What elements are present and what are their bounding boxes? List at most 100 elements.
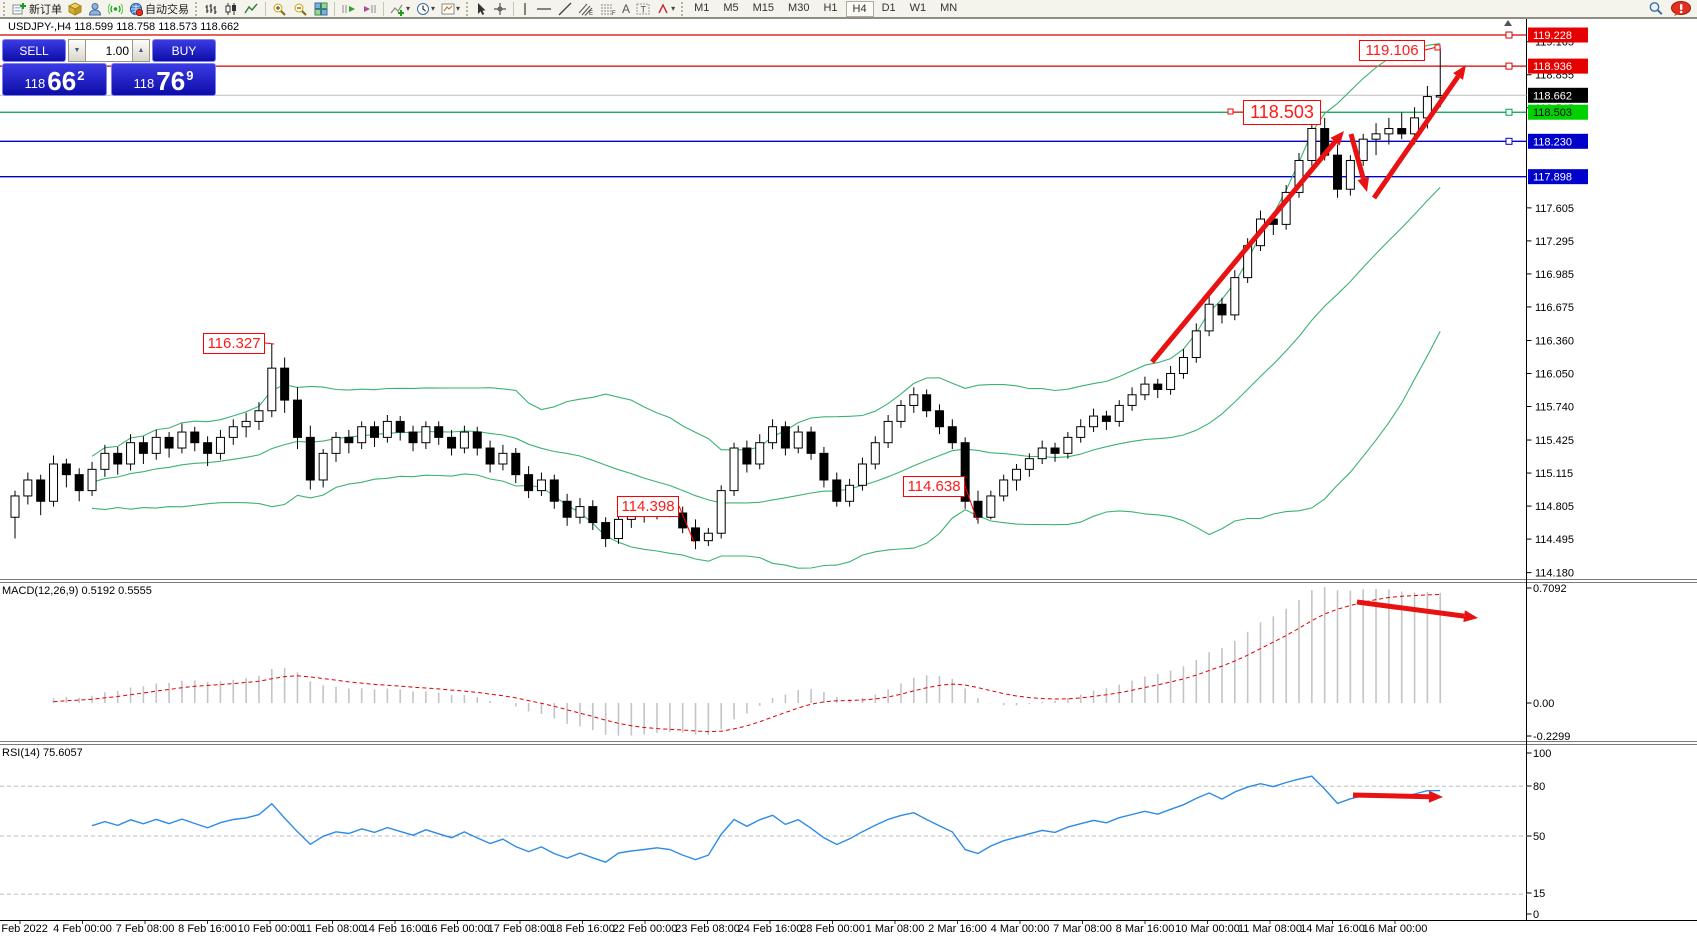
svg-text:117.295: 117.295	[1535, 236, 1574, 248]
templates-icon[interactable]: ▾	[439, 1, 462, 17]
bollinger-bands	[91, 43, 1441, 569]
arrows-caret: ▾	[671, 4, 676, 13]
buy-price-sup: 9	[186, 68, 194, 83]
sell-price-base: 118	[24, 76, 46, 91]
svg-text:F: F	[612, 11, 616, 16]
svg-text:16 Mar 00:00: 16 Mar 00:00	[1363, 923, 1428, 935]
chart-title: USDJPY-,H4 118.599 118.758 118.573 118.6…	[8, 21, 240, 33]
svg-text:117.605: 117.605	[1535, 203, 1574, 215]
chart-shift-icon[interactable]	[360, 1, 379, 17]
timeframe-button-h4[interactable]: H4	[845, 0, 874, 17]
timeframe-button-w1[interactable]: W1	[909, 2, 927, 14]
timeframe-button-m15[interactable]: M15	[752, 2, 775, 14]
svg-text:10 Feb 00:00: 10 Feb 00:00	[238, 923, 303, 935]
price-axis[interactable]: 119.165118.855118.545117.605117.295116.9…	[1526, 27, 1589, 921]
chart-scroll-marker	[1504, 20, 1512, 26]
svg-text:4 Mar 00:00: 4 Mar 00:00	[991, 923, 1050, 935]
crosshair-tool-icon[interactable]	[491, 1, 509, 17]
svg-text:118.503: 118.503	[1533, 107, 1572, 119]
trendline-tool-icon[interactable]	[556, 1, 574, 17]
signals-icon[interactable]	[106, 1, 125, 17]
svg-text:115.115: 115.115	[1535, 468, 1573, 480]
svg-text:11 Feb 08:00: 11 Feb 08:00	[300, 923, 364, 935]
fibonacci-tool-icon[interactable]: F	[598, 1, 618, 17]
svg-text:T: T	[641, 4, 647, 14]
svg-text:24 Feb 16:00: 24 Feb 16:00	[738, 923, 803, 935]
svg-text:50: 50	[1533, 831, 1545, 843]
svg-text:-0.2299: -0.2299	[1533, 731, 1570, 743]
volume-decrease-button[interactable]: ▼	[68, 39, 86, 62]
candles	[10, 47, 1445, 550]
toolbar-grip[interactable]	[195, 1, 198, 16]
svg-text:114.180: 114.180	[1535, 568, 1574, 580]
timeframe-button-m1[interactable]: M1	[694, 2, 710, 14]
svg-text:100: 100	[1533, 748, 1551, 760]
price-annotation-114-398[interactable]: 114.398	[617, 496, 679, 517]
notification-icon[interactable]	[1668, 0, 1694, 17]
horizontal-line-tool-icon[interactable]	[534, 1, 554, 17]
drawn-objects	[264, 44, 1478, 803]
vertical-line-tool-icon[interactable]	[518, 1, 532, 17]
candlestick-mode-icon[interactable]	[222, 1, 240, 17]
svg-text:116.050: 116.050	[1535, 368, 1574, 380]
timeframe-toolbar: M1 M5 M15 M30 H1 H4 D1 W1 MN	[687, 0, 964, 17]
price-annotation-114-638[interactable]: 114.638	[903, 476, 965, 497]
sell-price-display[interactable]: 118 66 2	[2, 63, 107, 96]
svg-text:18 Feb 16:00: 18 Feb 16:00	[550, 923, 615, 935]
toolbar-grip[interactable]	[466, 1, 469, 16]
svg-text:115.740: 115.740	[1535, 401, 1574, 413]
svg-text:116.675: 116.675	[1535, 302, 1574, 314]
price-annotation-119-106[interactable]: 119.106	[1359, 40, 1425, 61]
channel-tool-icon[interactable]: E	[576, 1, 596, 17]
svg-text:117.898: 117.898	[1533, 172, 1572, 184]
buy-price-display[interactable]: 118 76 9	[111, 63, 216, 96]
svg-text:28 Feb 00:00: 28 Feb 00:00	[800, 923, 865, 935]
svg-text:0.00: 0.00	[1533, 698, 1554, 710]
timeframe-button-d1[interactable]: D1	[881, 2, 896, 14]
volume-increase-button[interactable]: ▲	[132, 39, 150, 62]
text-label-tool-icon[interactable]: T	[634, 1, 652, 17]
timeframe-button-h1[interactable]: H1	[823, 2, 838, 14]
zoom-out-icon[interactable]	[291, 1, 310, 17]
time-axis[interactable]: 2 Feb 2022 4 Feb 00:00 7 Feb 08:008 Feb 16…	[0, 921, 1427, 935]
rsi-label: RSI(14) 75.6057	[2, 747, 83, 759]
auto-trading-button[interactable]: 自动交易	[127, 1, 191, 17]
arrows-tool-icon[interactable]: ▾	[654, 1, 677, 17]
tile-windows-icon[interactable]	[312, 1, 330, 17]
line-chart-mode-icon[interactable]	[242, 1, 261, 17]
sell-price-sup: 2	[77, 68, 85, 83]
macd-panel	[52, 587, 1442, 736]
svg-text:7 Mar 08:00: 7 Mar 08:00	[1053, 923, 1112, 935]
svg-text:2 Mar 16:00: 2 Mar 16:00	[928, 923, 987, 935]
zoom-in-icon[interactable]	[270, 1, 289, 17]
macd-signal-line	[53, 593, 1441, 733]
macd-label: MACD(12,26,9) 0.5192 0.5555	[2, 585, 152, 597]
new-order-button[interactable]: 新订单	[10, 1, 64, 17]
timeframe-button-m30[interactable]: M30	[788, 2, 810, 14]
svg-text:14 Feb 16:00: 14 Feb 16:00	[363, 923, 428, 935]
timeframe-button-mn[interactable]: MN	[940, 2, 958, 14]
periods-icon[interactable]: ▾	[414, 1, 437, 17]
bar-chart-mode-icon[interactable]	[202, 1, 220, 17]
cursor-tool-icon[interactable]	[473, 1, 489, 17]
svg-text:119.228: 119.228	[1533, 30, 1572, 42]
sell-button[interactable]: SELL	[2, 39, 66, 62]
toolbar-grip[interactable]	[681, 1, 684, 16]
svg-text:116.985: 116.985	[1535, 269, 1574, 281]
auto-scroll-icon[interactable]	[339, 1, 358, 17]
text-tool-icon[interactable]: A	[622, 1, 631, 16]
panel-frames	[0, 18, 1697, 921]
timeframe-button-m5[interactable]: M5	[723, 2, 739, 14]
svg-text:118.662: 118.662	[1533, 90, 1572, 102]
toolbar-grip[interactable]	[3, 1, 6, 16]
buy-button[interactable]: BUY	[152, 39, 216, 62]
price-annotation-116-327[interactable]: 116.327	[203, 333, 265, 354]
volume-input[interactable]: 1.00	[86, 39, 132, 62]
market-watch-icon[interactable]	[66, 1, 84, 17]
indicators-icon[interactable]: ▾	[388, 1, 412, 17]
price-annotation-118-503[interactable]: 118.503	[1243, 100, 1321, 125]
search-icon[interactable]	[1646, 1, 1666, 17]
accounts-icon[interactable]	[86, 1, 104, 17]
rsi-panel	[0, 775, 1527, 895]
